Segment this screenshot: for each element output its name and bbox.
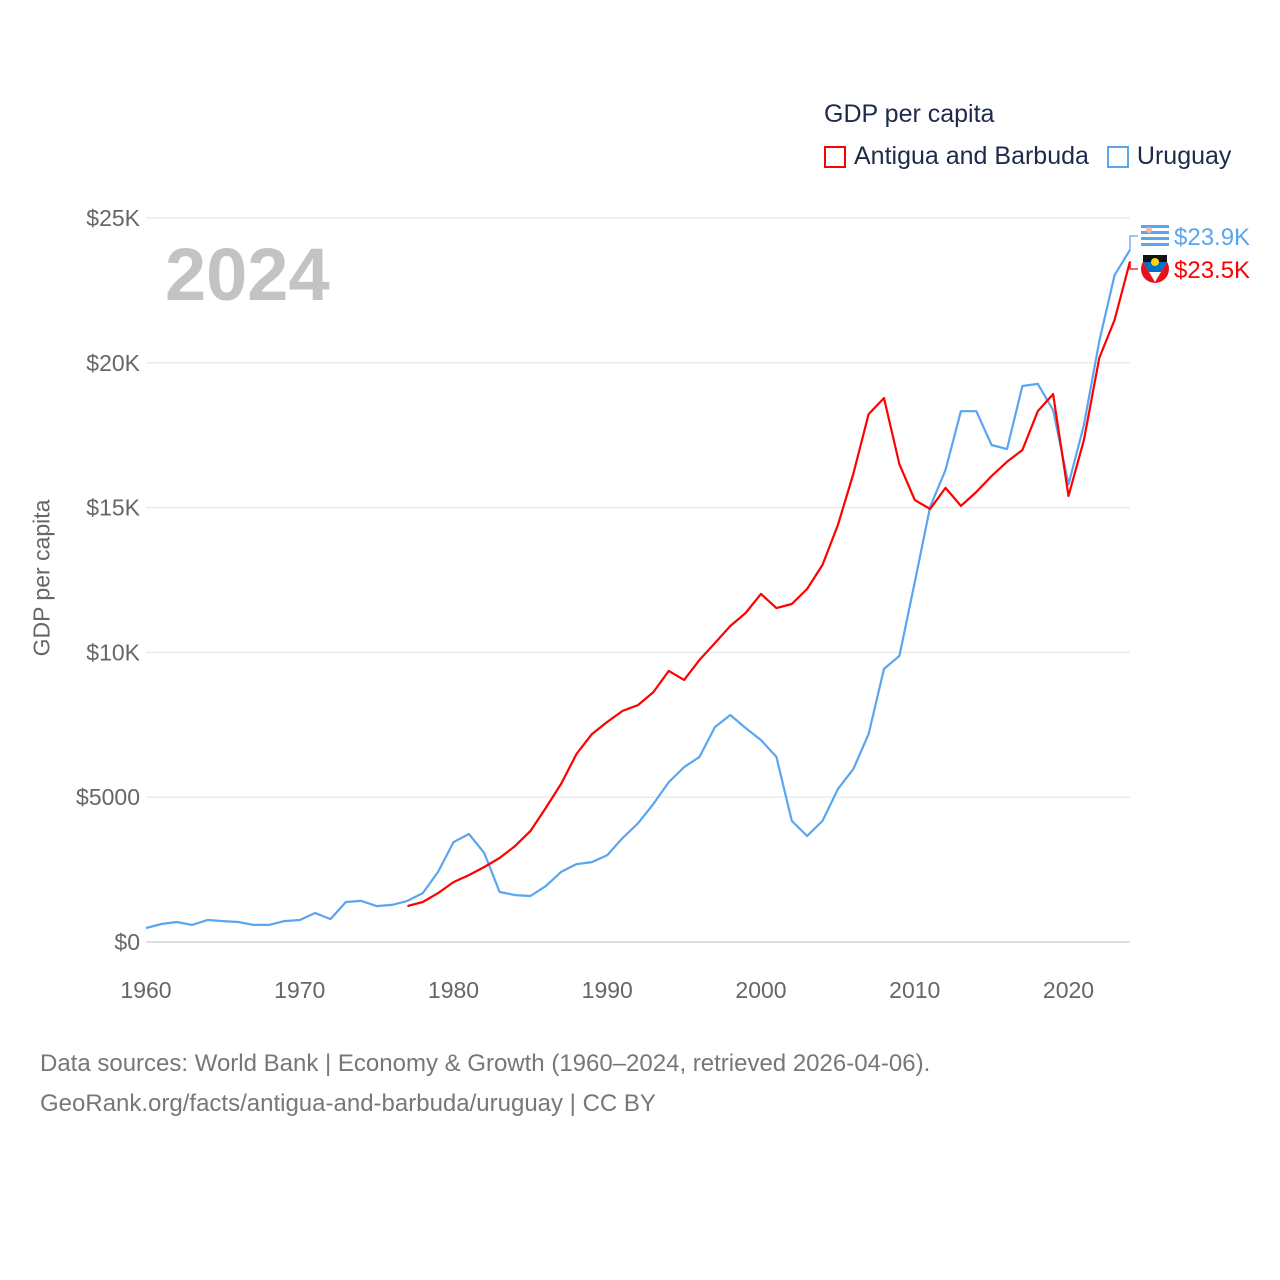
legend-swatch-antigua — [824, 145, 846, 168]
x-tick-label: 2000 — [735, 977, 786, 1003]
x-tick-label: 2010 — [889, 977, 940, 1003]
year-label: 2024 — [165, 233, 330, 316]
x-tick-label: 1980 — [428, 977, 479, 1003]
end-value-label: $23.5K — [1174, 257, 1250, 284]
y-tick-label: $20K — [86, 350, 140, 376]
x-tick-label: 2020 — [1043, 977, 1094, 1003]
flag-sun — [1146, 227, 1152, 233]
flag-sun — [1151, 258, 1159, 266]
y-tick-label: $0 — [114, 929, 140, 955]
source-line-2[interactable]: GeoRank.org/facts/antigua-and-barbuda/ur… — [40, 1090, 656, 1117]
y-axis-label: GDP per capita — [28, 499, 55, 657]
y-tick-label: $15K — [86, 495, 140, 521]
flag-stripe — [1141, 225, 1169, 228]
x-tick-label: 1960 — [120, 977, 171, 1003]
legend-label: Antigua and Barbuda — [854, 142, 1089, 170]
y-tick-label: $5000 — [76, 784, 140, 810]
x-tick-label: 1990 — [582, 977, 633, 1003]
flag-stripe — [1141, 237, 1169, 240]
source-note: Data sources: World Bank | Economy & Gro… — [40, 1044, 930, 1124]
legend-swatch-uruguay — [1106, 145, 1129, 168]
legend-title: GDP per capita — [824, 100, 995, 128]
series-line — [145, 249, 1131, 930]
x-tick-label: 1970 — [274, 977, 325, 1003]
series-line — [407, 261, 1132, 908]
y-tick-label: $10K — [86, 639, 140, 665]
flag-stripe — [1141, 243, 1169, 246]
flag-band — [1143, 262, 1167, 272]
end-value-label: $23.9K — [1174, 224, 1250, 251]
label-connector — [1129, 235, 1138, 250]
flag-stripe — [1141, 231, 1169, 234]
legend-item-antigua[interactable]: Antigua and Barbuda — [824, 142, 1089, 171]
legend: Antigua and Barbuda Uruguay — [824, 142, 1249, 171]
source-line-1: Data sources: World Bank | Economy & Gro… — [40, 1050, 931, 1077]
label-connector — [1129, 261, 1138, 270]
y-tick-label: $25K — [86, 205, 140, 231]
legend-label: Uruguay — [1136, 142, 1232, 170]
legend-item-uruguay[interactable]: Uruguay — [1106, 142, 1232, 171]
